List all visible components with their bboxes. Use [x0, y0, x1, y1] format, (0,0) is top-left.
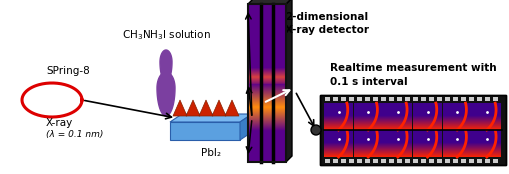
Bar — [396, 97, 401, 101]
Polygon shape — [169, 122, 240, 140]
Bar — [380, 159, 385, 163]
Text: X-ray detector: X-ray detector — [285, 25, 369, 35]
Bar — [247, 4, 286, 162]
Bar — [404, 159, 409, 163]
Bar — [348, 159, 353, 163]
Bar — [460, 159, 465, 163]
Bar — [428, 97, 433, 101]
Bar — [364, 159, 369, 163]
Bar — [332, 159, 337, 163]
Bar — [412, 159, 417, 163]
Bar — [452, 159, 457, 163]
Bar — [332, 97, 337, 101]
Bar — [356, 159, 361, 163]
Polygon shape — [240, 114, 251, 140]
Text: CH$_3$NH$_3$I solution: CH$_3$NH$_3$I solution — [121, 28, 210, 42]
Bar — [428, 159, 433, 163]
Polygon shape — [247, 0, 292, 4]
Bar — [460, 97, 465, 101]
Bar — [412, 97, 417, 101]
Bar — [476, 97, 481, 101]
Bar — [468, 97, 473, 101]
Polygon shape — [199, 100, 213, 116]
Polygon shape — [224, 100, 239, 116]
Polygon shape — [186, 100, 200, 116]
Bar — [420, 159, 425, 163]
Bar — [444, 159, 449, 163]
Bar — [341, 97, 345, 101]
Bar — [319, 95, 505, 165]
Bar — [348, 97, 353, 101]
Polygon shape — [286, 0, 292, 162]
Bar — [324, 97, 329, 101]
Circle shape — [310, 125, 320, 135]
Bar — [404, 97, 409, 101]
Bar — [388, 159, 393, 163]
Bar — [396, 159, 401, 163]
Bar — [388, 97, 393, 101]
Text: 0.1 s interval: 0.1 s interval — [329, 77, 407, 87]
Bar — [484, 159, 489, 163]
Text: SPring-8: SPring-8 — [46, 66, 90, 76]
Bar — [364, 97, 369, 101]
Bar — [356, 97, 361, 101]
Bar — [319, 95, 505, 165]
Bar — [436, 159, 441, 163]
Polygon shape — [173, 100, 187, 116]
Bar — [492, 159, 497, 163]
Bar — [372, 159, 377, 163]
Bar — [372, 97, 377, 101]
Bar — [452, 97, 457, 101]
Polygon shape — [169, 114, 251, 122]
Bar — [476, 159, 481, 163]
Bar — [380, 97, 385, 101]
Bar — [468, 159, 473, 163]
Text: 2-dimensional: 2-dimensional — [285, 12, 367, 22]
Bar — [444, 97, 449, 101]
Text: X-ray: X-ray — [46, 118, 73, 128]
Bar — [492, 97, 497, 101]
Bar — [324, 159, 329, 163]
Polygon shape — [157, 72, 175, 116]
Text: PbI₂: PbI₂ — [201, 148, 220, 158]
Polygon shape — [160, 50, 172, 82]
Polygon shape — [212, 100, 225, 116]
Bar — [436, 97, 441, 101]
Text: Realtime measurement with: Realtime measurement with — [329, 63, 496, 73]
Bar — [484, 97, 489, 101]
Bar — [420, 97, 425, 101]
Text: (λ = 0.1 nm): (λ = 0.1 nm) — [46, 130, 103, 139]
Bar — [341, 159, 345, 163]
